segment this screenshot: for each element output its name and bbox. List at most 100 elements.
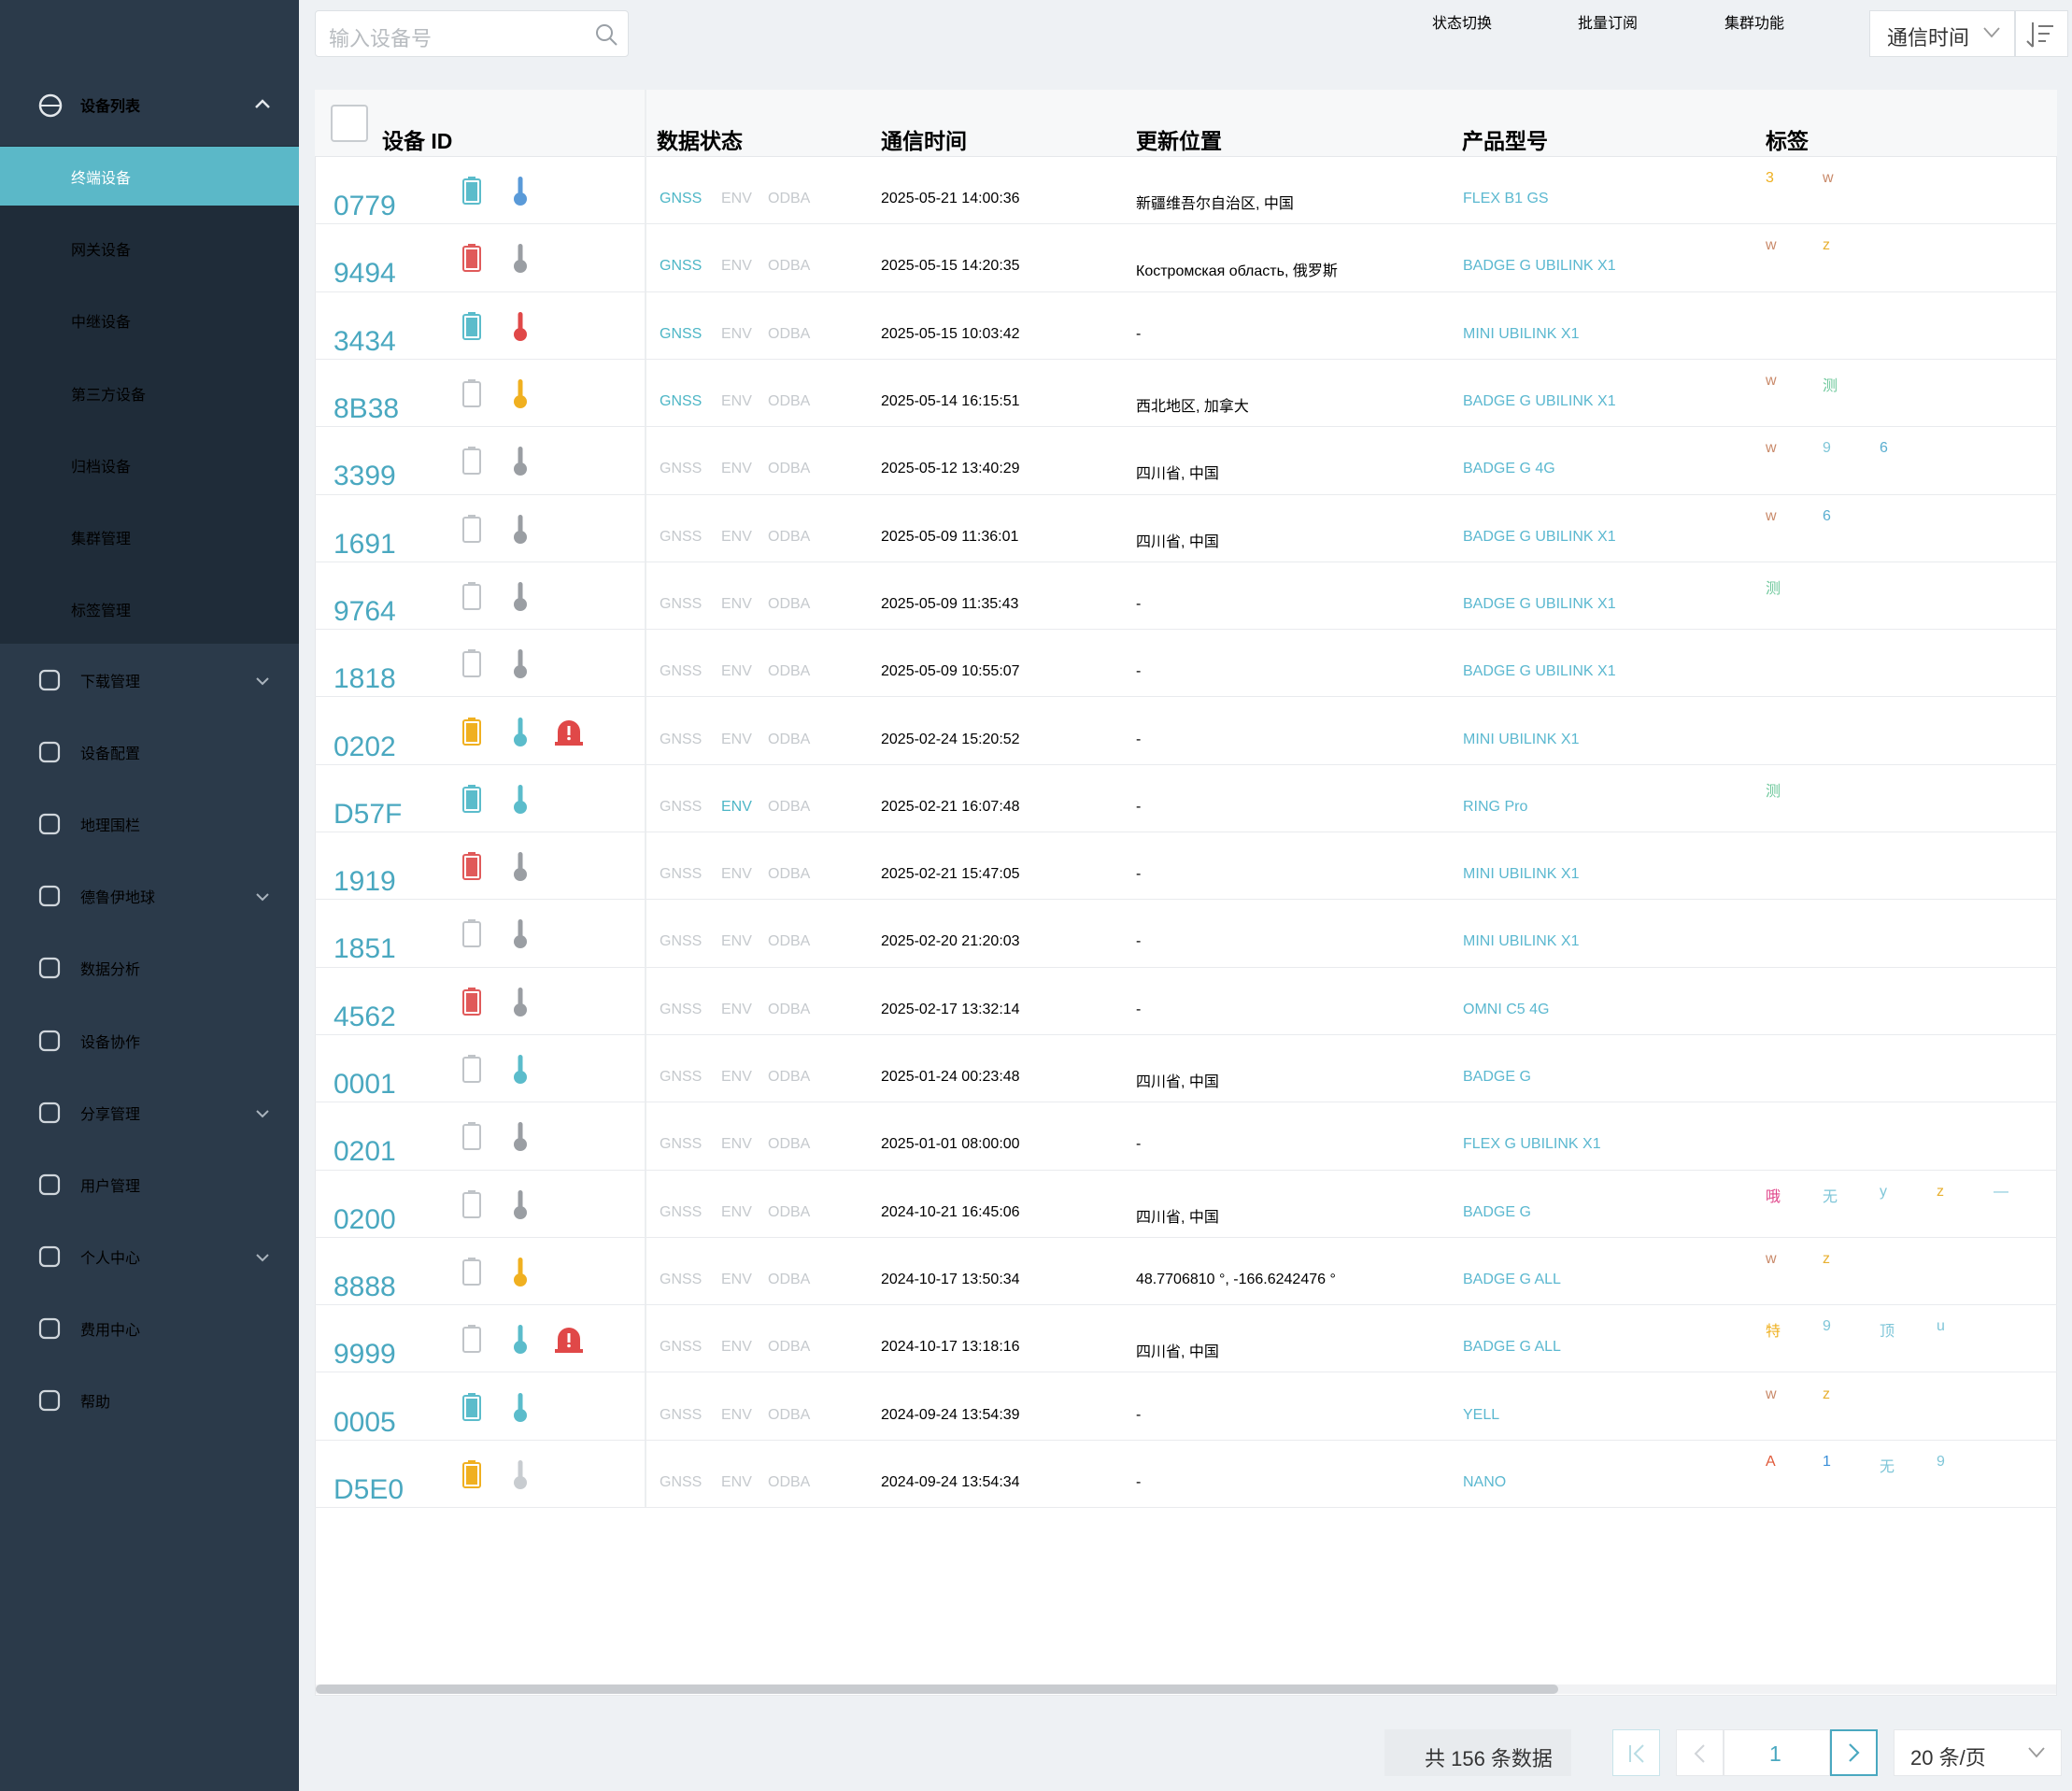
menu-item sb[interactable]: 费用中心 [80,1322,141,1339]
product-model cell[interactable]: BADGE G UBILINK X1 [1463,258,1616,275]
toolbar-button btn[interactable]: 批量订阅 [1578,16,1639,32]
product-model cell[interactable]: BADGE G UBILINK X1 [1463,595,1616,612]
tag tag-el[interactable]: 1 [1823,1453,1831,1470]
tag tag-el[interactable]: w [1766,1250,1777,1267]
tag tag-el[interactable]: 哦 [1766,1188,1781,1205]
tag tag-el[interactable]: 特 [1766,1324,1781,1341]
menu-item sb[interactable]: 设备配置 [80,746,141,763]
tag tag-el[interactable]: u [1937,1318,1945,1335]
select-all[interactable] [331,105,368,142]
toolbar-button btn[interactable]: 状态切换 [1432,16,1493,32]
tag tag-el[interactable]: w [1766,440,1777,457]
menu-item sb[interactable]: 帮助 [80,1395,111,1411]
tag tag-el[interactable]: 9 [1937,1453,1945,1470]
device-id cell[interactable]: 9999 [334,1339,396,1371]
submenu-item sb[interactable]: 归档设备 [71,459,132,476]
tag tag-el[interactable]: z [1937,1183,1944,1200]
device-id cell[interactable]: D5E0 [334,1473,404,1505]
device-id cell[interactable]: 1919 [334,866,396,898]
submenu-item sb[interactable]: 标签管理 [71,604,132,620]
device-id cell[interactable]: 8B38 [334,393,400,425]
device-id cell[interactable]: 1851 [334,933,396,965]
product-model cell[interactable]: BADGE G UBILINK X1 [1463,528,1616,545]
menu-item sb[interactable]: 个人中心 [80,1250,141,1267]
tag tag-el[interactable]: w [1766,1386,1777,1402]
device-id cell[interactable]: 0202 [334,731,396,762]
tag tag-el[interactable]: z [1823,1250,1830,1267]
tag tag-el[interactable]: z [1823,237,1830,254]
product-model cell[interactable]: BADGE G [1463,1069,1531,1086]
tag tag-el[interactable]: 3 [1766,170,1774,187]
menu-item sb[interactable]: 下载管理 [80,675,141,690]
tag tag-el[interactable]: 测 [1766,580,1781,597]
device-id cell[interactable]: 0005 [334,1406,396,1438]
product-model cell[interactable]: YELL [1463,1406,1500,1423]
device-id cell[interactable]: 8888 [334,1271,396,1302]
product-model cell[interactable]: MINI UBILINK X1 [1463,933,1580,950]
product-model cell[interactable]: FLEX G UBILINK X1 [1463,1136,1601,1153]
sort-button[interactable] [2015,10,2068,57]
tag tag-el[interactable]: 顶 [1880,1324,1895,1341]
menu-item sb[interactable]: 分享管理 [80,1106,141,1123]
tag tag-el[interactable]: A [1766,1453,1776,1470]
tag tag-el[interactable]: 测 [1823,378,1838,395]
tag tag-el[interactable]: w [1766,373,1777,390]
menu-item sb[interactable]: 用户管理 [80,1178,141,1195]
product-model cell[interactable]: BADGE G UBILINK X1 [1463,663,1616,680]
tag tag-el[interactable]: z [1823,1386,1830,1402]
tag tag-el[interactable]: w [1766,507,1777,524]
tag tag-el[interactable]: 测 [1766,783,1781,800]
tag tag-el[interactable]: 无 [1823,1188,1838,1205]
tag tag-el[interactable]: w [1766,237,1777,254]
device-id cell[interactable]: 1818 [334,663,396,695]
tag tag-el[interactable]: 6 [1823,507,1831,524]
prev-page-button[interactable] [1676,1729,1724,1776]
submenu-item sb[interactable]: 终端设备 [71,171,132,187]
first-page-button[interactable] [1612,1729,1660,1776]
tag tag-el[interactable]: 6 [1880,440,1888,457]
device-id cell[interactable]: 0779 [334,191,396,222]
product-model cell[interactable]: OMNI C5 4G [1463,1001,1550,1017]
product-model cell[interactable]: BADGE G 4G [1463,461,1555,477]
search-box[interactable] [315,10,629,57]
menu-item sb[interactable]: 地理围栏 [80,818,141,835]
product-model cell[interactable]: BADGE G ALL [1463,1339,1561,1356]
product-model cell[interactable]: NANO [1463,1473,1507,1490]
device-id cell[interactable]: 3434 [334,325,396,357]
device-id cell[interactable]: 9494 [334,258,396,290]
device-id cell[interactable]: 1691 [334,528,396,560]
product-model cell[interactable]: BADGE G [1463,1203,1531,1220]
tag tag-el[interactable]: — [1994,1183,2008,1200]
tag tag-el[interactable]: 9 [1823,440,1831,457]
product-model cell[interactable]: MINI UBILINK X1 [1463,325,1580,342]
product-model cell[interactable]: MINI UBILINK X1 [1463,731,1580,747]
device-id cell[interactable]: 9764 [334,595,396,627]
device-id cell[interactable]: D57F [334,798,403,830]
device-id cell[interactable]: 0200 [334,1203,396,1235]
scrollbar-thumb[interactable] [316,1684,1558,1694]
tag tag-el[interactable]: y [1880,1183,1887,1200]
device-id cell[interactable]: 4562 [334,1001,396,1032]
submenu-item sb[interactable]: 中继设备 [71,315,132,332]
tag tag-el[interactable]: 9 [1823,1318,1831,1335]
submenu-item sb[interactable]: 网关设备 [71,243,132,260]
page-input[interactable] [1724,1729,1830,1776]
product-model cell[interactable]: BADGE G ALL [1463,1271,1561,1287]
sidebar-group sb[interactable]: 设备列表 [80,99,141,115]
submenu-item sb[interactable]: 集群管理 [71,532,132,547]
device-id cell[interactable]: 0001 [334,1069,396,1101]
menu-item sb[interactable]: 德鲁伊地球 [80,890,156,907]
toolbar-button btn[interactable]: 集群功能 [1724,16,1785,32]
submenu-item sb[interactable]: 第三方设备 [71,387,147,404]
product-model cell[interactable]: MINI UBILINK X1 [1463,866,1580,883]
tag tag-el[interactable]: 无 [1880,1458,1895,1475]
device-id cell[interactable]: 3399 [334,461,396,492]
menu-item sb[interactable]: 数据分析 [80,962,141,979]
product-model cell[interactable]: FLEX B1 GS [1463,191,1549,207]
next-page-button[interactable] [1830,1729,1878,1776]
menu-item sb[interactable]: 设备协作 [80,1034,141,1051]
product-model cell[interactable]: BADGE G UBILINK X1 [1463,393,1616,410]
tag tag-el[interactable]: w [1823,170,1834,187]
device-id cell[interactable]: 0201 [334,1136,396,1168]
product-model cell[interactable]: RING Pro [1463,798,1528,815]
